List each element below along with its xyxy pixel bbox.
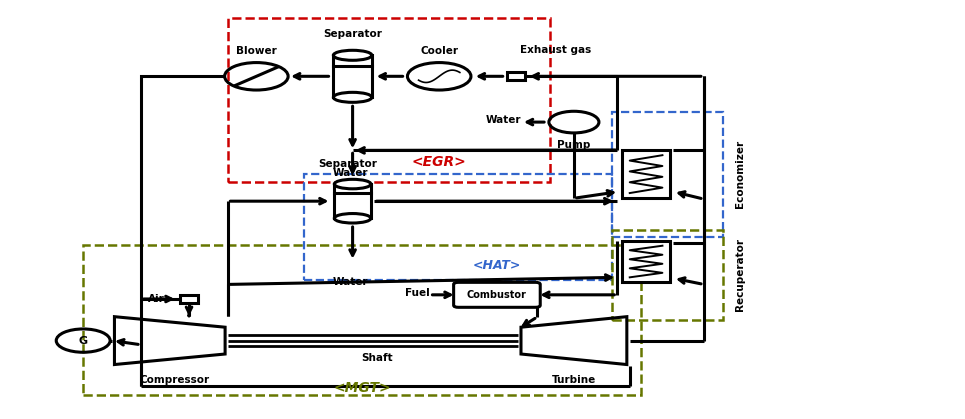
Ellipse shape [333,50,372,60]
Text: Combustor: Combustor [467,290,527,300]
Text: Pump: Pump [557,140,591,150]
Text: Water: Water [333,168,369,178]
Text: Recuperator: Recuperator [734,238,745,310]
Text: Water: Water [485,115,521,125]
Text: Compressor: Compressor [140,375,209,385]
Bar [334,184,371,218]
Bar [507,72,525,80]
Text: <EGR>: <EGR> [412,155,466,168]
Bar [622,241,670,282]
Text: Fuel: Fuel [405,288,429,298]
Text: Economizer: Economizer [734,140,745,208]
Text: Turbine: Turbine [552,375,596,385]
Ellipse shape [334,214,371,223]
FancyBboxPatch shape [454,282,540,307]
Bar [622,150,670,198]
Text: Cooler: Cooler [420,47,458,56]
Text: G: G [78,336,88,346]
Text: Separator: Separator [318,159,377,169]
Text: Blower: Blower [236,47,277,56]
Bar [333,55,372,97]
Ellipse shape [334,179,371,189]
Text: Water: Water [333,277,369,287]
Bar [179,295,198,303]
Text: Shaft: Shaft [361,353,393,363]
Text: Separator: Separator [323,29,382,39]
Text: <MGT>: <MGT> [334,380,391,395]
Text: Exhaust gas: Exhaust gas [520,46,592,55]
Text: <HAT>: <HAT> [473,259,521,272]
Ellipse shape [333,92,372,102]
Text: Air: Air [149,294,165,304]
